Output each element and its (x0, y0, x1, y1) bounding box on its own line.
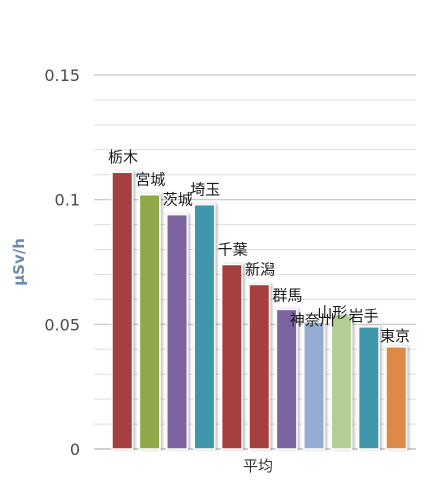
bar (248, 283, 271, 450)
bar (303, 321, 326, 450)
bar (385, 346, 408, 450)
bar (166, 213, 189, 450)
bar (357, 326, 380, 450)
bar-label: 埼玉 (190, 181, 220, 199)
bar-label: 茨城 (163, 191, 193, 209)
y-tick-label: 0 (70, 440, 80, 459)
bar (220, 263, 243, 450)
y-tick-label: 0.05 (44, 315, 80, 334)
bar-label: 山形 (317, 303, 347, 321)
bar (111, 171, 134, 450)
bar-label: 東京 (380, 327, 410, 345)
bar-label: 新潟 (245, 260, 275, 278)
bar (193, 203, 216, 450)
bar-label: 千葉 (218, 240, 248, 258)
bar-label: 群馬 (272, 286, 302, 304)
y-tick-label: 0.1 (55, 191, 80, 210)
bar (330, 313, 353, 450)
bar-label: 栃木 (108, 148, 138, 166)
bar (275, 308, 298, 450)
x-axis-category-label: 平均 (243, 457, 273, 475)
bar (138, 193, 161, 450)
bar-label: 岩手 (349, 307, 379, 325)
y-axis-label: μSv/h (10, 238, 28, 286)
bar-label: 宮城 (135, 171, 165, 189)
bar-label: 神奈川 (290, 311, 335, 329)
bars (111, 171, 408, 450)
y-tick-label: 0.15 (44, 66, 80, 85)
axes: μSv/h 平均 (10, 238, 273, 475)
